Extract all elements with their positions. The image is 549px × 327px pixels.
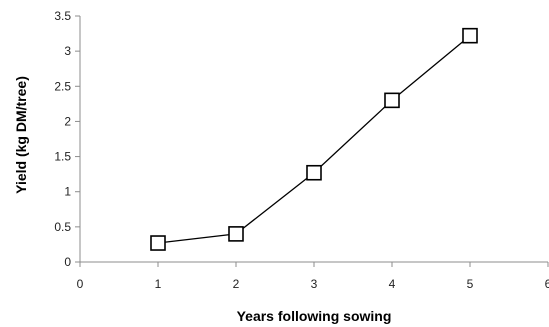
y-tick-label: 1 bbox=[64, 185, 71, 199]
y-tick-label: 0 bbox=[64, 255, 71, 269]
x-axis-title: Years following sowing bbox=[237, 308, 392, 324]
data-point-marker bbox=[306, 164, 322, 181]
x-tick-label: 5 bbox=[467, 277, 474, 291]
series-line bbox=[157, 35, 471, 244]
y-tick-label: 2 bbox=[64, 114, 71, 128]
data-point-marker bbox=[462, 27, 478, 44]
y-tick-label: 0.5 bbox=[54, 220, 71, 234]
y-ticks: 0 0.5 1 1.5 2 2.5 3 3.5 bbox=[54, 9, 80, 269]
x-tick-label: 1 bbox=[155, 277, 162, 291]
x-tick-label: 6 bbox=[545, 277, 549, 291]
series-layer bbox=[150, 27, 478, 251]
data-point-marker bbox=[150, 235, 166, 251]
y-tick-label: 1.5 bbox=[54, 150, 71, 164]
data-point-marker bbox=[228, 226, 244, 242]
x-tick-label: 4 bbox=[389, 277, 396, 291]
x-tick-label: 2 bbox=[233, 277, 240, 291]
y-tick-label: 3 bbox=[64, 44, 71, 58]
data-point-marker bbox=[384, 92, 400, 109]
y-tick-label: 3.5 bbox=[54, 9, 71, 23]
x-tick-label: 3 bbox=[311, 277, 318, 291]
y-axis-title: Yield (kg DM/tree) bbox=[13, 76, 29, 194]
x-ticks: 0 1 2 3 4 5 6 bbox=[77, 262, 549, 291]
y-tick-label: 2.5 bbox=[54, 79, 71, 93]
x-tick-label: 0 bbox=[77, 277, 84, 291]
